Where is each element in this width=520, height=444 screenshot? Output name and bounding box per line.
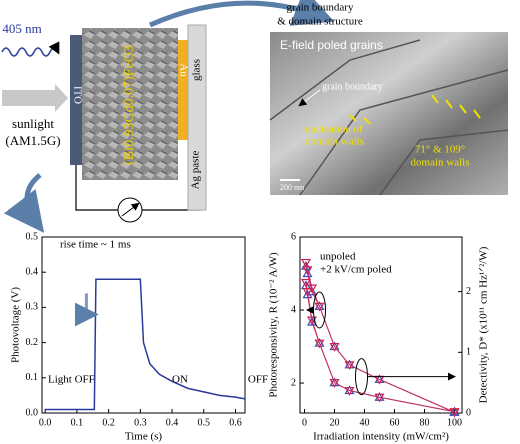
scale-label: 200 nm: [280, 183, 305, 192]
x-axis-label: Time (s): [125, 431, 163, 443]
plot-frame: [299, 236, 463, 414]
y-tick-label: 0.2: [26, 337, 39, 348]
image-label: domain walls: [411, 157, 470, 169]
annotation: ON: [172, 374, 188, 386]
rise-arrow: [74, 293, 99, 327]
y-tick-label: 0.0: [26, 407, 39, 418]
x-tick-label: 60: [390, 417, 400, 428]
image-title: E-field poled grains: [280, 38, 383, 52]
annotation: rise time ~ 1 ms: [60, 239, 131, 251]
y-tick-label: 0.5: [26, 231, 39, 242]
y-tick-label: 0.1: [26, 372, 39, 383]
au-layer: [178, 40, 188, 140]
data-marker: [329, 379, 340, 388]
y2-tick-label: 1: [466, 347, 471, 358]
data-marker: [302, 266, 313, 276]
y-tick-label: 6: [291, 231, 296, 242]
x-tick-label: 0.4: [166, 417, 179, 428]
x-tick-label: 0: [302, 417, 307, 428]
glass-label: glass: [191, 59, 203, 81]
ito-layer: [70, 35, 82, 165]
x-tick-label: 0.0: [39, 417, 52, 428]
x-tick-label: 0.2: [102, 417, 115, 428]
x-tick-label: 0.6: [229, 417, 242, 428]
data-marker: [302, 288, 313, 297]
laser-label: 405 nm: [2, 21, 41, 36]
wall-marks: [349, 94, 481, 125]
sunlight-label: sunlight: [12, 116, 54, 131]
data-line: [45, 278, 246, 411]
data-marker: [329, 342, 340, 352]
y2-tick-label: 2: [466, 286, 471, 297]
callout: [355, 358, 368, 396]
y-tick-label: 4: [291, 304, 296, 315]
film-layer: [82, 28, 178, 180]
image-label: nucleation of: [305, 124, 363, 136]
y-tick-label: 0.4: [26, 266, 39, 277]
legend-entry: unpoled: [320, 251, 356, 263]
ag-label: Ag paste: [190, 150, 202, 189]
annotation: Light OFF: [48, 374, 95, 386]
link-label: grain boundary: [287, 2, 354, 14]
pointer: [298, 89, 321, 107]
y2-tick-label: 0: [466, 407, 471, 418]
data-marker: [306, 316, 318, 326]
x-tick-label: 40: [360, 417, 370, 428]
spectrum-label: (AM1.5G): [5, 133, 60, 148]
x-axis-label: Irradiation intensity (mW/cm²): [313, 431, 449, 443]
data-marker: [314, 339, 325, 349]
data-marker: [300, 261, 312, 270]
x-tick-label: 100: [447, 417, 462, 428]
link-arrow: [3, 173, 45, 233]
y-tick-label: 2: [291, 377, 296, 388]
data-marker: [449, 408, 460, 417]
sunlight-arrow: [2, 84, 68, 112]
data-marker: [374, 393, 385, 403]
tem-image: E-field poled grains grain boundary nucl…: [269, 32, 509, 196]
x-tick-label: 0.3: [134, 417, 147, 428]
y-tick-label: 0.3: [26, 302, 39, 313]
image-label: 71° & 109°: [415, 144, 465, 156]
data-marker: [302, 268, 313, 278]
plot-frame: [41, 236, 246, 414]
x-tick-label: 80: [420, 417, 430, 428]
data-marker: [314, 302, 325, 312]
legend-entry: +2 kV/cm poled: [320, 264, 392, 276]
au-label: Au: [177, 63, 189, 77]
data-marker: [300, 278, 312, 288]
data-line: [305, 282, 455, 413]
image: [270, 32, 508, 195]
link-arrow: [148, 0, 335, 28]
data-line: [305, 266, 455, 413]
annotation: OFF: [248, 374, 268, 386]
x-tick-label: 0.5: [198, 417, 211, 428]
y2-axis-label: Detectivity, D* (x10¹¹ cm Hz¹ᐟ²/W): [478, 246, 490, 403]
film-label: (Bi0.93Gd0.07)FeO3: [122, 45, 137, 165]
meter-needle: [121, 202, 140, 217]
data-marker: [300, 258, 312, 268]
grain-edges: [269, 39, 509, 196]
x-tick-label: 0.1: [71, 417, 84, 428]
device-schematic: ITO (Bi0.93Gd0.07)FeO3 Au glass Ag paste…: [1, 21, 207, 233]
image-label: domain walls: [305, 136, 364, 148]
data-line: [305, 262, 455, 413]
data-marker: [302, 289, 313, 299]
laser-wave: [1, 41, 60, 57]
data-line: [305, 285, 455, 413]
y-axis-label: Photoresponsivity, R (10⁻² A/W): [268, 252, 280, 398]
glass-layer: [187, 24, 207, 211]
link-label: & domain structure: [277, 16, 363, 28]
image-label: grain boundary: [322, 81, 383, 92]
data-marker: [344, 386, 355, 396]
data-marker: [344, 361, 355, 371]
x-tick-label: 20: [330, 417, 340, 428]
y-axis-label: Photovoltage (V): [10, 287, 22, 363]
ito-label: ITO: [71, 86, 83, 104]
